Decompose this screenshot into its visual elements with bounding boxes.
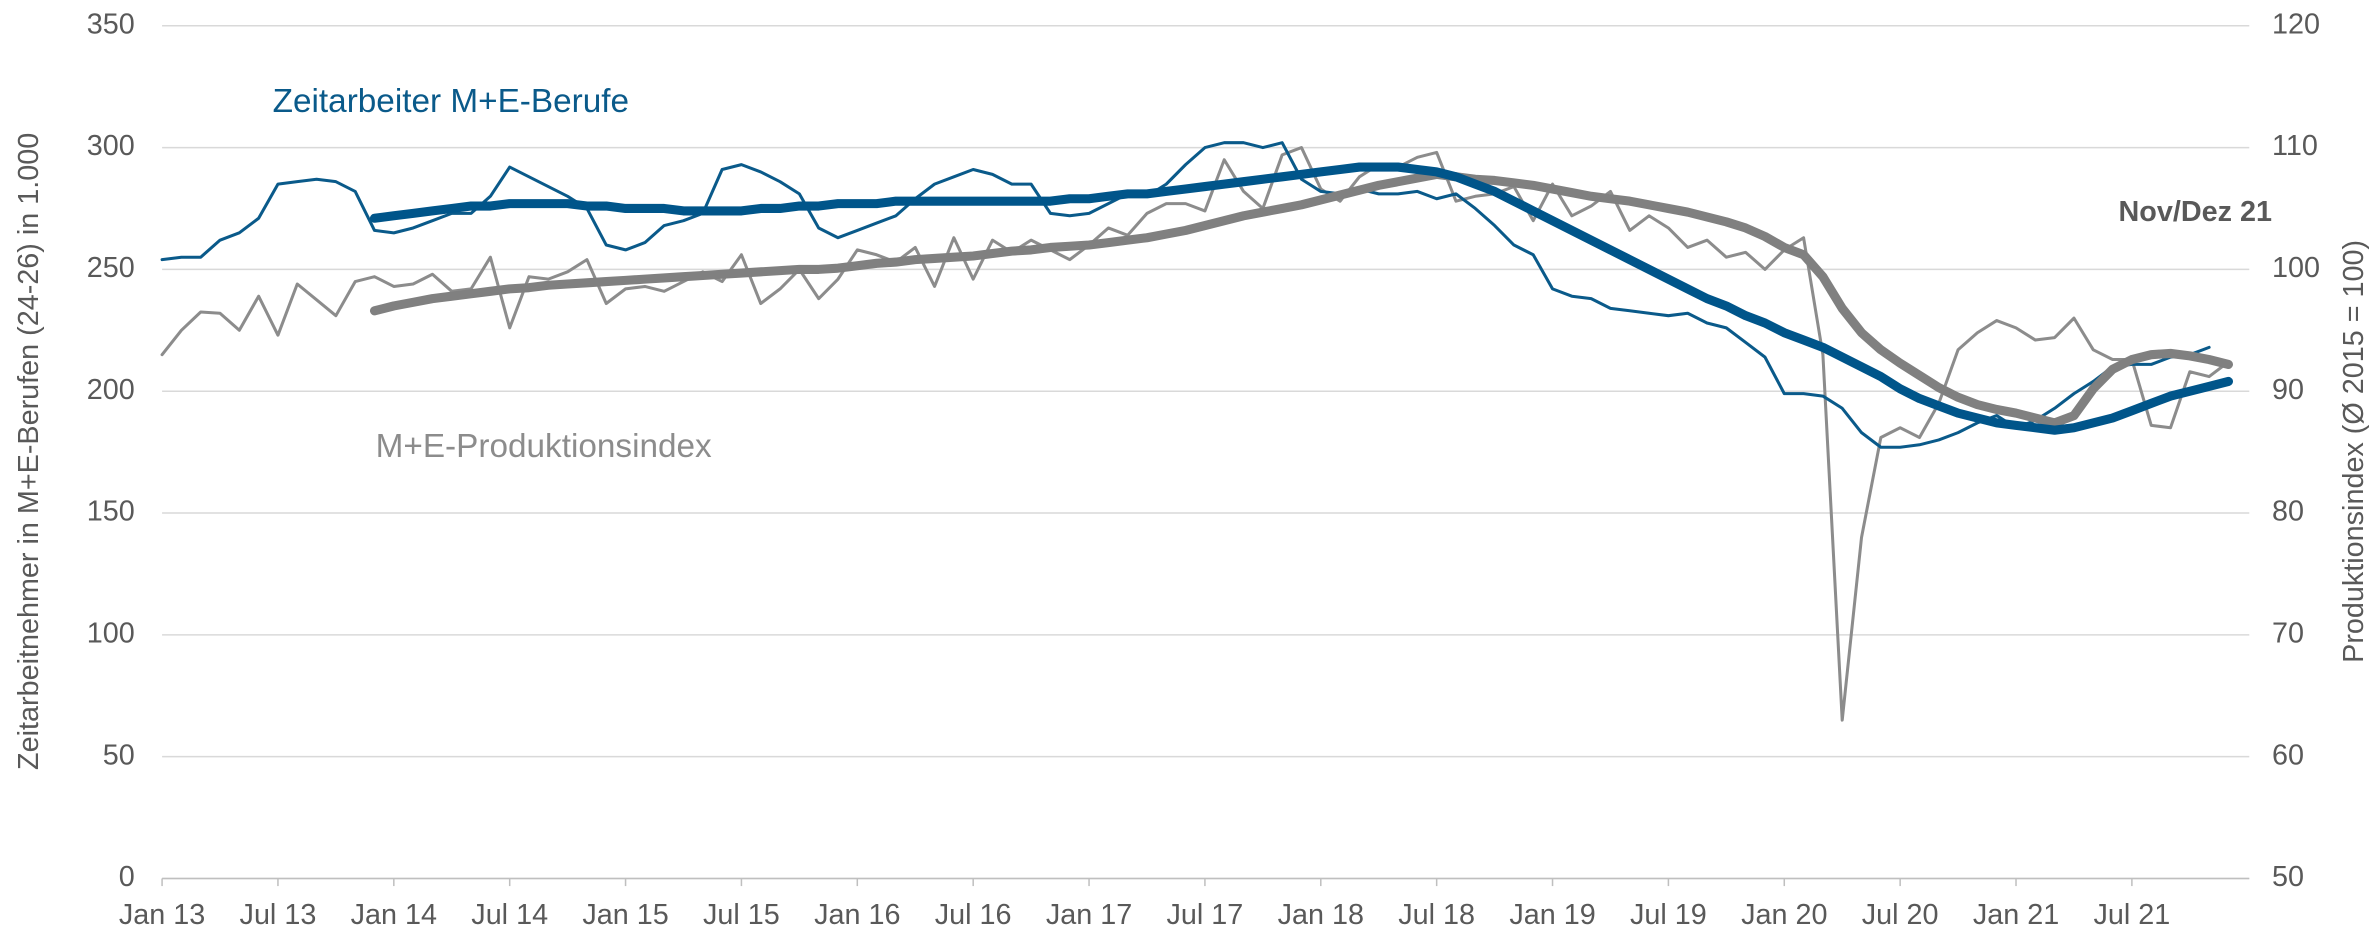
y-tick-label: 350 (87, 8, 135, 40)
x-tick-label: Jan 13 (119, 899, 205, 930)
x-tick-label: Jan 20 (1741, 899, 1827, 930)
x-tick-label: Jan 16 (814, 899, 900, 930)
x-tick-label: Jul 20 (1862, 899, 1939, 930)
series-line (369, 169, 2233, 428)
x-tick-label: Jul 18 (1398, 899, 1475, 930)
series-line (369, 162, 2233, 435)
x-tick-label: Jul 19 (1630, 899, 1707, 930)
y2-tick-label: 70 (2272, 617, 2304, 649)
y2-axis-title: Produktionsindex (Ø 2015 = 100) (2338, 240, 2370, 663)
y2-tick-label: 90 (2272, 374, 2304, 406)
x-tick-label: Jan 15 (582, 899, 668, 930)
x-tick-label: Jul 14 (471, 899, 548, 930)
x-tick-label: Jul 16 (935, 899, 1012, 930)
x-tick-label: Jan 19 (1509, 899, 1595, 930)
y-tick-label: 250 (87, 252, 135, 284)
y-tick-label: 50 (103, 739, 135, 771)
y2-tick-label: 50 (2272, 861, 2304, 893)
x-tick-label: Jan 18 (1278, 899, 1364, 930)
y2-tick-label: 110 (2272, 130, 2318, 162)
series-label: M+E-Produktionsindex (376, 428, 712, 465)
x-tick-label: Jul 15 (703, 899, 780, 930)
y-tick-label: 200 (87, 374, 135, 406)
y2-tick-label: 80 (2272, 496, 2304, 528)
x-tick-label: Jul 17 (1167, 899, 1244, 930)
annotation: Nov/Dez 21 (2119, 196, 2272, 228)
y-axis-title: Zeitarbeitnehmer in M+E-Berufen (24-26) … (13, 133, 45, 770)
series-line (160, 141, 2211, 449)
y2-tick-label: 120 (2272, 8, 2320, 40)
series-label: Zeitarbeiter M+E-Berufe (273, 83, 629, 120)
series-line (160, 146, 2230, 722)
y-tick-label: 100 (87, 617, 135, 649)
x-tick-label: Jul 21 (2094, 899, 2171, 930)
x-tick-label: Jan 21 (1973, 899, 2059, 930)
x-tick-label: Jan 17 (1046, 899, 1132, 930)
y-tick-label: 0 (119, 861, 135, 893)
y2-tick-label: 100 (2272, 252, 2320, 284)
x-tick-label: Jan 14 (351, 899, 437, 930)
y-tick-label: 300 (87, 130, 135, 162)
y-tick-label: 150 (87, 496, 135, 528)
y2-tick-label: 60 (2272, 739, 2304, 771)
x-tick-label: Jul 13 (240, 899, 317, 930)
